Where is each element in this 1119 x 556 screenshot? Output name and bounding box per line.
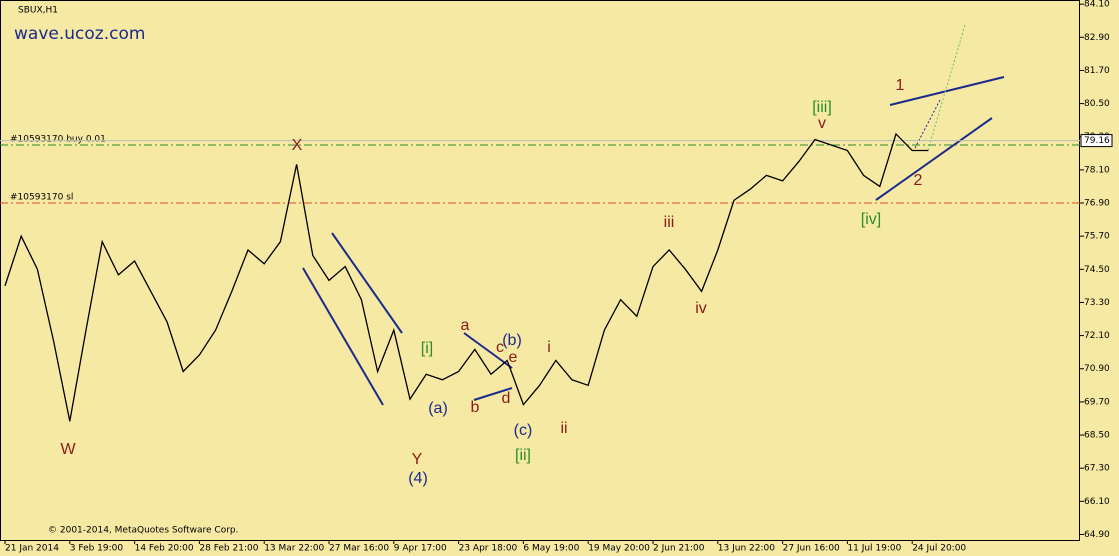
wave-label: c [496, 339, 504, 356]
wave-label: b [471, 399, 480, 416]
y-tick-label: 73.30 [1084, 298, 1110, 308]
y-tick-label: 74.50 [1084, 265, 1110, 275]
wave-label: [ii] [515, 447, 531, 464]
y-tick-label: 68.50 [1084, 431, 1110, 441]
price-box [1080, 134, 1113, 148]
wave-label: a [461, 317, 470, 334]
projection [914, 99, 941, 149]
current-price: 79.16 [1084, 136, 1110, 146]
x-tick-label: 3 Feb 19:00 [70, 544, 124, 554]
wave-label: 1 [896, 77, 905, 94]
wave-label: iv [695, 300, 707, 317]
wave-label: v [818, 115, 826, 132]
wave-label: iii [664, 214, 675, 231]
x-tick-label: 27 Jun 16:00 [783, 544, 840, 554]
wave-label: W [60, 441, 76, 458]
x-tick-label: 11 Jul 19:00 [847, 544, 901, 554]
x-tick-label: 13 Jun 22:00 [718, 544, 775, 554]
x-tick-label: 27 Mar 16:00 [329, 544, 389, 554]
y-tick-label: 70.90 [1084, 364, 1110, 374]
wave-label: e [509, 349, 518, 366]
x-tick-label: 13 Mar 22:00 [264, 544, 324, 554]
price-line [4, 132, 929, 422]
wave-label: i [547, 339, 551, 356]
wave-label: (c) [514, 422, 533, 439]
plot-frame [0, 0, 1080, 541]
wave-label: ii [560, 420, 567, 437]
y-tick-label: 64.90 [1084, 530, 1110, 540]
y-tick-label: 69.70 [1084, 397, 1110, 407]
x-tick-label: 9 Apr 17:00 [394, 544, 447, 554]
wedge-line [889, 76, 1005, 106]
projection [927, 24, 966, 151]
wave-label: [i] [421, 340, 433, 357]
y-tick-label: 81.70 [1084, 66, 1110, 76]
x-tick-label: 6 May 19:00 [523, 544, 579, 554]
channel-line [331, 232, 403, 334]
y-tick-label: 82.90 [1084, 33, 1110, 43]
y-tick-label: 84.10 [1084, 0, 1110, 10]
y-tick-label: 72.10 [1084, 331, 1110, 341]
x-tick-label: 19 May 20:00 [588, 544, 650, 554]
y-tick-label: 75.70 [1084, 232, 1110, 242]
trend-lines [302, 76, 1005, 406]
y-tick-label: 67.30 [1084, 464, 1110, 474]
order-label: #10593170 sl [10, 193, 73, 203]
y-tick-label: 78.10 [1084, 165, 1110, 175]
watermark: wave.ucoz.com [14, 24, 145, 44]
order-label: #10593170 buy 0.01 [10, 135, 106, 145]
x-tick-label: 14 Feb 20:00 [135, 544, 194, 554]
wedge-line [875, 117, 993, 201]
wave-label: d [502, 390, 511, 407]
x-tick-label: 28 Feb 21:00 [199, 544, 258, 554]
copyright: © 2001-2014, MetaQuotes Software Corp. [48, 526, 239, 536]
wave-label: X [292, 137, 303, 154]
wave-label: Y [412, 451, 423, 468]
x-tick-label: 23 Apr 18:00 [459, 544, 518, 554]
chart-title: SBUX,H1 [18, 6, 58, 16]
x-tick-label: 24 Jul 20:00 [912, 544, 966, 554]
x-tick-label: 21 Jan 2014 [5, 544, 59, 554]
wave-label: (4) [408, 470, 428, 487]
triangle-line [473, 387, 513, 401]
y-tick-label: 76.90 [1084, 199, 1110, 209]
wave-label: (b) [502, 332, 522, 349]
channel-line [302, 267, 384, 406]
wave-label: (a) [428, 400, 448, 417]
wave-label: [iv] [861, 211, 881, 228]
y-tick-label: 66.10 [1084, 497, 1110, 507]
triangle-line [463, 332, 513, 369]
x-tick-label: 2 Jun 21:00 [653, 544, 705, 554]
wave-label: 2 [914, 172, 923, 189]
wave-label: [iii] [812, 99, 832, 116]
y-tick-label: 80.50 [1084, 99, 1110, 109]
